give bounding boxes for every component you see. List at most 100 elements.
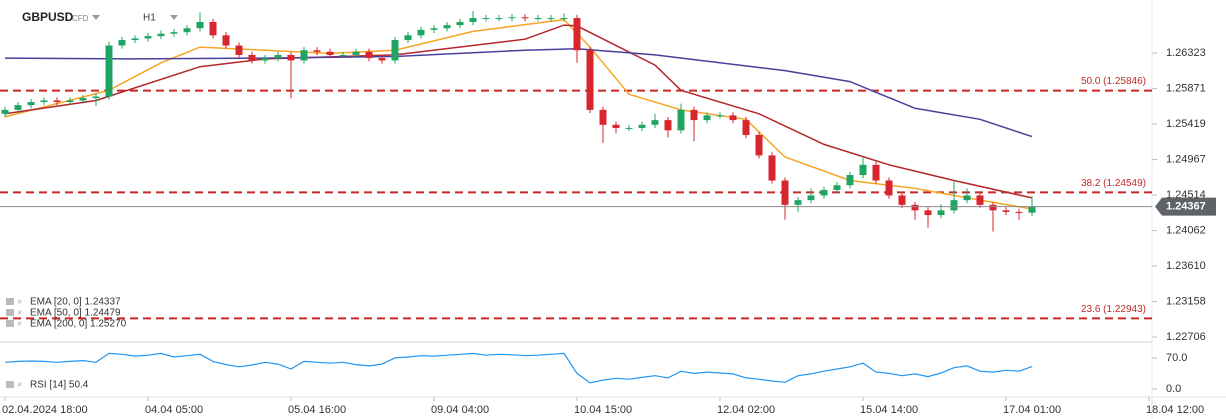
candle-body — [209, 21, 217, 36]
candle-body — [404, 35, 412, 41]
candle-body — [352, 51, 360, 55]
candle-body — [716, 115, 724, 117]
candle-body — [144, 36, 152, 39]
x-tick-label: 02.04.2024 18:00 — [2, 404, 88, 416]
legend-close: × — [17, 379, 22, 389]
candle-body — [326, 51, 334, 55]
candle-body — [235, 45, 243, 55]
candle-body — [105, 45, 113, 97]
candle-body — [898, 195, 906, 205]
dropdown-arrow[interactable] — [92, 15, 100, 20]
candle-body — [66, 100, 74, 103]
candle-body — [157, 33, 165, 37]
instrument-kind: CFD — [72, 14, 89, 23]
candle-body — [937, 210, 945, 216]
legend-entry: EMA [20, 0] 1.24337 — [30, 297, 121, 308]
y-tick-label: 70.0 — [1166, 352, 1187, 364]
legend-close: × — [17, 307, 22, 317]
candle-body — [248, 54, 256, 61]
candle-body — [638, 124, 646, 128]
candle-body — [599, 109, 607, 125]
candle-body — [976, 195, 984, 205]
candle-body — [365, 51, 373, 59]
candle-body — [274, 54, 282, 59]
candle-body — [664, 120, 672, 131]
x-tick-label: 18.04 12:00 — [1146, 404, 1204, 416]
candle-body — [586, 50, 594, 110]
candle-body — [989, 204, 997, 211]
candle-body — [79, 98, 87, 101]
y-tick-label: 1.23158 — [1166, 295, 1206, 307]
candle-body — [118, 40, 126, 46]
candle-body — [469, 18, 477, 22]
candle-body — [768, 155, 776, 181]
legend-entry: EMA [50, 0] 1.24479 — [30, 308, 121, 319]
candle-body — [703, 115, 711, 121]
y-tick-label: 1.24062 — [1166, 225, 1206, 237]
fib-label: 23.6 (1.22943) — [1081, 304, 1146, 315]
candle-body — [651, 120, 659, 125]
candle-body — [313, 50, 321, 52]
y-tick-label: 1.24967 — [1166, 153, 1206, 165]
candle-body — [846, 175, 854, 186]
candle-body — [872, 164, 880, 181]
candle-body — [92, 96, 100, 99]
candle-body — [183, 28, 191, 33]
candle-body — [287, 54, 295, 61]
candle-body — [443, 25, 451, 29]
candle-body — [547, 18, 555, 20]
candle-body — [1, 109, 9, 114]
candle-body — [170, 32, 178, 34]
y-tick-label: 1.26323 — [1166, 47, 1206, 59]
candle-body — [456, 21, 464, 26]
y-tick-label: 1.22706 — [1166, 331, 1206, 343]
candle-body — [14, 105, 22, 110]
legend-entry: EMA [200, 0] 1.25270 — [30, 319, 127, 330]
timeframe[interactable]: H1 — [143, 13, 156, 24]
candle-body — [690, 109, 698, 121]
candle-body — [820, 189, 828, 196]
candle-body — [1002, 210, 1010, 212]
current-price-tag — [1155, 197, 1216, 216]
fib-label: 38.2 (1.24549) — [1081, 178, 1146, 189]
symbol[interactable]: GBPUSD — [22, 10, 74, 24]
candle-body — [495, 18, 503, 20]
candle-body — [1015, 211, 1023, 213]
candle-body — [222, 35, 230, 46]
candle-body — [755, 135, 763, 156]
legend-icon — [6, 309, 14, 316]
candle-body — [950, 200, 958, 211]
candle-body — [196, 21, 204, 29]
rsi-line — [4, 352, 1033, 384]
candle-body — [807, 195, 815, 201]
candle-body — [625, 127, 633, 129]
candle-body — [53, 100, 61, 103]
candle-body — [573, 18, 581, 51]
candle-body — [729, 115, 737, 121]
candle-body — [794, 200, 802, 205]
x-tick-label: 05.04 16:00 — [288, 404, 346, 416]
candle-body — [339, 54, 347, 56]
candle-body — [534, 18, 542, 20]
x-tick-label: 17.04 01:00 — [1003, 404, 1061, 416]
candle-body — [261, 58, 269, 61]
candle-body — [560, 18, 568, 20]
y-tick-label: 0.0 — [1166, 383, 1181, 395]
candle-body — [612, 124, 620, 128]
candle-body — [677, 109, 685, 131]
candle-body — [742, 120, 750, 136]
candle-body — [482, 18, 490, 20]
candle-body — [911, 204, 919, 211]
ema-line — [4, 47, 1033, 138]
candle-body — [963, 195, 971, 201]
x-tick-label: 12.04 02:00 — [717, 404, 775, 416]
y-tick-label: 1.25871 — [1166, 83, 1206, 95]
legend-icon — [6, 298, 14, 305]
candle-body — [391, 40, 399, 61]
candle-body — [521, 17, 529, 19]
candle-body — [417, 29, 425, 36]
current-price-label: 1.24367 — [1166, 201, 1206, 213]
dropdown-arrow[interactable] — [170, 15, 178, 20]
